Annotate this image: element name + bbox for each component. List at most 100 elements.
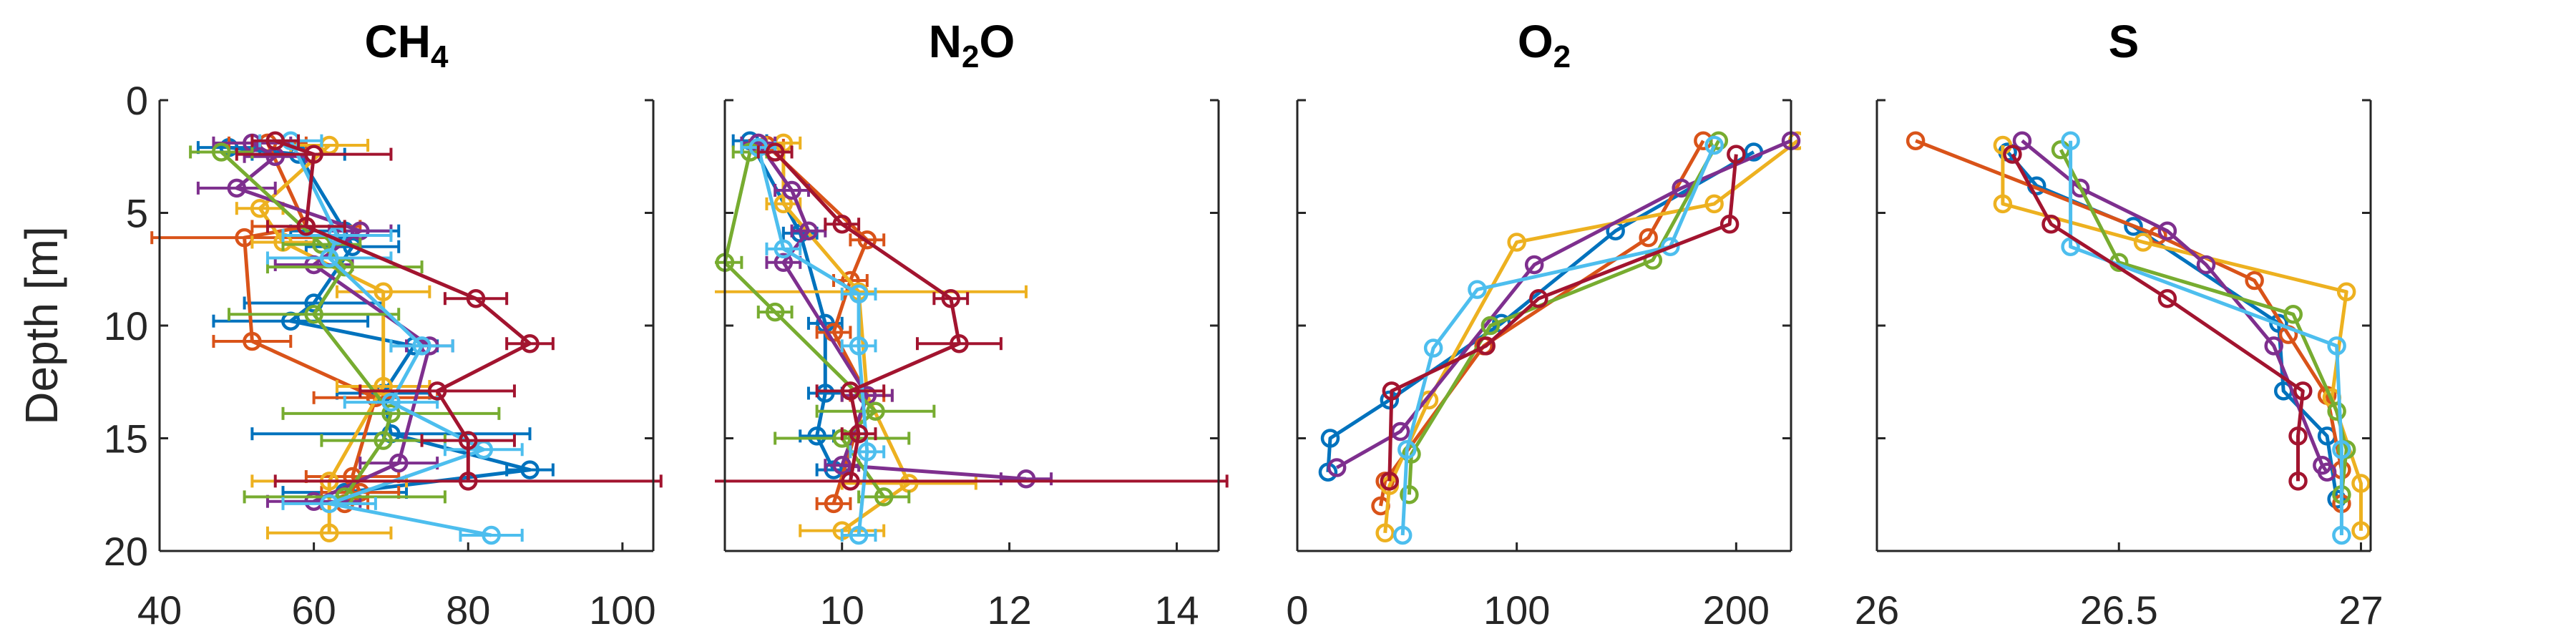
series-2	[1906, 131, 2351, 514]
data-point	[319, 523, 339, 543]
data-point	[374, 282, 393, 301]
data-point	[774, 239, 794, 259]
series-3	[1375, 131, 1801, 543]
data-point	[774, 253, 794, 273]
x-tick-label: 60	[291, 587, 336, 633]
data-point	[1327, 458, 1347, 477]
data-point	[1672, 178, 1691, 198]
data-point	[1382, 381, 1402, 401]
data-point	[849, 284, 869, 304]
series-4	[2012, 131, 2337, 482]
data-point	[2245, 270, 2264, 291]
data-point	[2264, 336, 2283, 356]
panel-4: 26 26.5 27 S	[1855, 16, 2384, 633]
data-point	[1380, 472, 1400, 491]
y-tick-label: 10	[104, 303, 148, 348]
data-point	[774, 194, 794, 214]
data-point	[1476, 336, 1496, 356]
series-1	[1998, 142, 2346, 509]
data-point	[2332, 440, 2351, 459]
data-point	[250, 198, 270, 218]
data-point	[227, 178, 247, 198]
panel-3: 0 100 200 O2	[1286, 16, 1801, 633]
panel-title: S	[2109, 16, 2140, 67]
data-point	[765, 302, 785, 322]
data-point	[2003, 145, 2022, 164]
data-point	[1704, 194, 1724, 214]
data-point	[381, 404, 401, 424]
x-tick-label: 27	[2338, 587, 2383, 633]
data-point	[2327, 336, 2346, 356]
data-point	[319, 248, 339, 268]
series-line	[2021, 139, 2329, 474]
data-point	[1661, 237, 1680, 256]
data-point	[782, 180, 801, 200]
series-4	[1327, 131, 1801, 477]
data-point	[874, 487, 894, 507]
series-line	[1383, 139, 1799, 534]
data-point	[1709, 131, 1729, 150]
panel-title: O2	[1518, 16, 1571, 74]
data-point	[2196, 255, 2216, 275]
data-point	[1375, 523, 1395, 543]
data-point	[2157, 221, 2177, 240]
data-point	[2070, 178, 2090, 198]
series-6	[2061, 131, 2351, 545]
x-tick-label: 26.5	[2080, 587, 2158, 633]
data-point	[849, 336, 869, 356]
data-point	[1423, 338, 1443, 358]
data-point	[1402, 444, 1421, 464]
series-line	[1335, 139, 1792, 469]
data-point	[520, 460, 540, 479]
panel-title: N2O	[929, 16, 1015, 74]
series-1	[1318, 142, 1764, 482]
series-line	[1407, 140, 1720, 495]
series-line	[243, 142, 378, 505]
data-point	[2332, 525, 2351, 545]
data-point	[319, 494, 339, 514]
data-point	[2157, 288, 2177, 308]
data-point	[1016, 469, 1036, 489]
data-point	[2061, 237, 2080, 256]
series-group	[150, 131, 663, 545]
x-tick-label: 12	[987, 587, 1031, 633]
data-point	[2133, 233, 2153, 252]
series-6	[258, 131, 524, 545]
data-point	[1397, 440, 1417, 459]
data-point	[374, 431, 393, 450]
series-line	[274, 139, 532, 482]
data-point	[304, 145, 323, 164]
data-point	[1906, 131, 1926, 150]
x-tick-label: 100	[589, 587, 655, 633]
data-point	[243, 331, 262, 351]
data-point	[296, 217, 316, 236]
series-7	[715, 142, 1229, 491]
data-point	[427, 381, 447, 401]
data-point	[2283, 305, 2303, 324]
data-point	[1993, 194, 2013, 214]
series-7	[235, 131, 663, 491]
data-point	[832, 215, 852, 234]
y-axis-label: Depth [m]	[16, 226, 67, 424]
data-point	[1480, 316, 1501, 336]
series-7	[1380, 145, 1746, 491]
data-point	[1727, 145, 1746, 164]
data-point	[482, 525, 501, 545]
data-point	[2317, 462, 2337, 482]
data-point	[304, 305, 323, 324]
series-5	[189, 142, 501, 507]
data-point	[824, 494, 844, 514]
data-point	[2051, 140, 2071, 160]
data-point	[2288, 472, 2308, 491]
data-point	[212, 142, 231, 162]
series-group	[1906, 131, 2371, 545]
data-point	[412, 336, 431, 356]
data-point	[2041, 215, 2061, 234]
data-point	[466, 288, 486, 308]
data-point	[1507, 233, 1526, 252]
data-point	[1639, 228, 1658, 248]
data-point	[849, 525, 869, 545]
x-tick-label: 40	[137, 587, 182, 633]
data-point	[841, 472, 860, 491]
y-tick-label: 5	[126, 191, 148, 236]
